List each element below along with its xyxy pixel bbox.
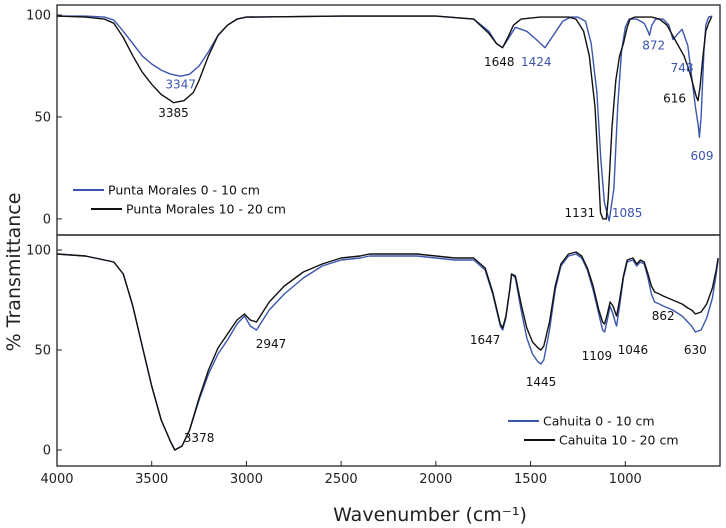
peak-label-609: 609 bbox=[691, 149, 714, 163]
peak-label-616: 616 bbox=[663, 92, 686, 106]
x-tick-label: 3000 bbox=[230, 472, 263, 487]
panel-bottom: 0 50 100 2947 1647 1445 1109 1046 862 630 3378 Cahu… bbox=[26, 234, 721, 467]
y-tick-label: 50 bbox=[34, 344, 51, 359]
chart-panels: 0 50 100 3347 3385 1648 1424 872 748 616 609 1131 10… bbox=[26, 4, 721, 487]
legend-label: Punta Morales 10 - 20 cm bbox=[126, 202, 286, 217]
series-line-cahuita-10-20-cm bbox=[56, 251, 719, 451]
peak-label-3347: 3347 bbox=[165, 77, 196, 91]
peak-label-872: 872 bbox=[642, 39, 665, 53]
legend-label: Punta Morales 0 - 10 cm bbox=[108, 183, 260, 198]
legend-label: Cahuita 0 - 10 cm bbox=[543, 414, 655, 429]
legend-top: Punta Morales 0 - 10 cm Punta Morales 10 … bbox=[73, 183, 286, 217]
peak-label-1445: 1445 bbox=[526, 375, 557, 389]
series-line-cahuita-0-10-cm bbox=[56, 253, 719, 451]
peak-label-1131: 1131 bbox=[565, 206, 596, 220]
x-tick-label: 1500 bbox=[514, 472, 547, 487]
peak-label-748: 748 bbox=[671, 61, 694, 75]
y-tick-label: 0 bbox=[43, 444, 51, 459]
x-axis-title: Wavenumber (cm⁻¹) bbox=[333, 504, 527, 526]
x-tick-label: 4000 bbox=[40, 472, 73, 487]
peak-label-1647: 1647 bbox=[470, 333, 501, 347]
legend-label: Cahuita 10 - 20 cm bbox=[559, 433, 679, 448]
peak-label-862: 862 bbox=[652, 309, 675, 323]
peak-label-2947: 2947 bbox=[256, 337, 287, 351]
y-tick-label: 100 bbox=[26, 244, 51, 259]
peak-label-1046: 1046 bbox=[618, 343, 649, 357]
x-tick-label: 2000 bbox=[419, 472, 452, 487]
peak-label-1648: 1648 bbox=[484, 55, 515, 69]
y-tick-label: 100 bbox=[26, 9, 51, 24]
peak-label-3385: 3385 bbox=[158, 106, 189, 120]
y-tick-label: 0 bbox=[43, 212, 51, 227]
peak-label-3378: 3378 bbox=[184, 431, 215, 445]
y-tick-label: 50 bbox=[34, 110, 51, 125]
series-line-punta-morales-0-10-cm bbox=[57, 15, 713, 222]
x-tick-label: 1000 bbox=[609, 472, 642, 487]
peak-label-1424: 1424 bbox=[521, 55, 552, 69]
plot-frame bbox=[56, 4, 721, 236]
x-tick-label: 2500 bbox=[325, 472, 358, 487]
peak-label-1085: 1085 bbox=[612, 206, 643, 220]
series-line-punta-morales-10-20-cm bbox=[56, 15, 713, 220]
panel-top: 0 50 100 3347 3385 1648 1424 872 748 616 609 1131 10… bbox=[26, 4, 721, 236]
peak-label-1109: 1109 bbox=[582, 349, 613, 363]
x-tick-label: 3500 bbox=[135, 472, 168, 487]
y-axis-title: % Transmittance bbox=[3, 193, 25, 352]
peak-label-630: 630 bbox=[684, 343, 707, 357]
legend-bottom: Cahuita 0 - 10 cm Cahuita 10 - 20 cm bbox=[508, 414, 679, 448]
